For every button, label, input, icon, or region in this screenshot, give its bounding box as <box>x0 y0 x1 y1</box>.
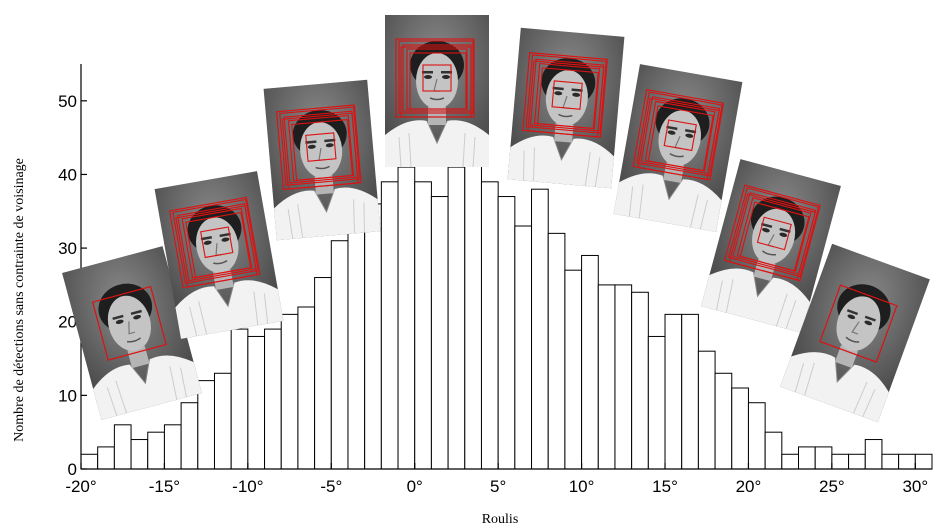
histogram-bar <box>464 151 482 470</box>
face-thumbnail-roll-plus-10 <box>506 27 626 189</box>
histogram-bar <box>213 372 232 470</box>
histogram-bar <box>247 335 266 470</box>
histogram-bar <box>697 350 716 470</box>
histogram-bar <box>581 254 599 470</box>
histogram-bar <box>397 166 416 470</box>
histogram-bar <box>681 313 699 470</box>
histogram-bar <box>280 313 299 470</box>
y-tick-label: 40 <box>58 165 77 184</box>
histogram-bar <box>664 313 683 470</box>
face-thumbnail-roll-minus-10 <box>262 79 382 241</box>
histogram-bar <box>197 380 215 470</box>
histogram-bar <box>430 196 449 470</box>
histogram-bar <box>447 166 466 470</box>
x-tick-label: -15° <box>149 477 180 496</box>
histogram-bar <box>347 218 366 470</box>
axes-layer: 0 10 20 30 40 50 -20° -15° -10° -5° 0° 5° 10° 15° 20° 2… <box>58 64 932 496</box>
y-tick-label: 20 <box>58 313 77 332</box>
histogram-bar <box>564 269 583 470</box>
y-tick-label: 50 <box>58 92 77 111</box>
histogram-bar <box>113 424 132 470</box>
x-tick-label: 10° <box>569 477 595 496</box>
histogram-bar <box>714 372 733 470</box>
histogram-bar <box>480 181 499 470</box>
x-tick-label: 30° <box>902 477 928 496</box>
x-tick-label: 15° <box>652 477 678 496</box>
histogram-bar <box>163 424 182 470</box>
y-tick-label: 0 <box>68 460 77 479</box>
histogram-bar <box>731 387 749 470</box>
histogram-bar <box>848 453 866 470</box>
histogram-bar <box>614 284 633 470</box>
x-axis-title: Roulis <box>482 512 519 527</box>
histogram-bar <box>647 335 666 470</box>
histogram-bar <box>898 453 916 470</box>
histogram-bar <box>597 284 616 470</box>
histogram-bar <box>147 431 165 470</box>
histogram-bar <box>364 203 382 470</box>
histogram-bar <box>514 225 533 470</box>
histogram-bar <box>414 181 432 470</box>
histogram-bar <box>631 291 649 470</box>
x-tick-label: 20° <box>736 477 762 496</box>
x-tick-label: -5° <box>320 477 342 496</box>
histogram-bar <box>881 453 900 470</box>
histogram-bar <box>831 453 850 470</box>
histogram-bar <box>314 277 332 470</box>
x-tick-label: 0° <box>407 477 423 496</box>
histogram-bar <box>798 446 816 470</box>
histogram-bar <box>297 306 316 470</box>
histogram-bar <box>330 240 349 470</box>
histogram-bar <box>80 453 99 470</box>
x-tick-label: 25° <box>819 477 845 496</box>
histogram-bar <box>230 328 249 470</box>
histogram-bar <box>180 402 199 470</box>
y-axis-title: Nombre de détections sans contrainte de … <box>12 158 27 442</box>
histogram-bar <box>747 402 766 470</box>
x-tick-label: 5° <box>490 477 506 496</box>
histogram-bar <box>864 439 883 470</box>
histogram-bar <box>531 188 549 470</box>
x-tick-label: -20° <box>65 477 96 496</box>
histogram-bar <box>380 181 399 470</box>
y-tick-label: 10 <box>58 386 77 405</box>
histogram-bar <box>814 446 833 470</box>
histogram-bar <box>130 439 149 470</box>
histogram-bar <box>781 453 800 470</box>
histogram-bar <box>264 328 282 470</box>
y-tick-label: 30 <box>58 239 77 258</box>
face-thumbnail-roll-plus-15 <box>612 63 744 233</box>
face-thumbnail-roll-0 <box>384 14 490 168</box>
histogram-bar <box>914 453 933 470</box>
histogram-bar <box>97 446 115 470</box>
histogram-bar <box>497 196 516 470</box>
x-tick-label: -10° <box>232 477 263 496</box>
histogram-bar <box>764 431 783 470</box>
histogram-bar <box>547 232 566 470</box>
